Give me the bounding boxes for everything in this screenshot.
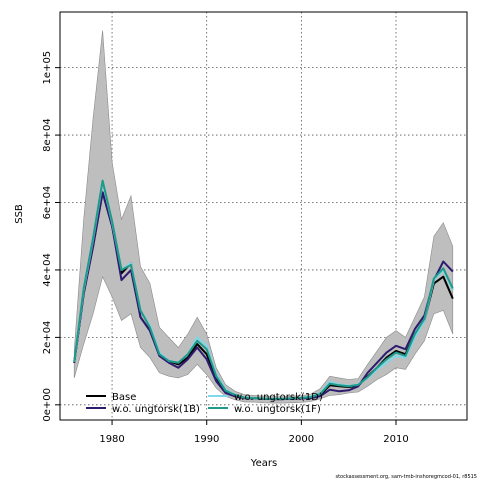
x-tick-label: 2010 [383, 434, 408, 445]
y-tick-label: 4e+04 [42, 253, 53, 287]
x-tick-label: 2000 [289, 434, 314, 445]
legend-label: w.o. ungtorsk(1F) [234, 404, 321, 415]
x-axis-label: Years [250, 458, 277, 469]
grid-lines [60, 12, 467, 420]
x-axis-ticks: 1980 1990 2000 2010 [99, 420, 409, 445]
footer-caption: stockassessment.org, sam-tmb-inshoregmco… [335, 474, 477, 480]
series-line [73, 179, 454, 400]
legend-label: Base [112, 392, 136, 403]
y-axis-label: SSB [14, 204, 25, 224]
x-tick-label: 1990 [194, 434, 219, 445]
y-tick-label: 1e+05 [42, 51, 53, 85]
y-tick-label: 0e+00 [42, 388, 53, 422]
series-lines [73, 179, 454, 401]
y-tick-label: 2e+04 [42, 321, 53, 355]
x-tick-label: 1980 [99, 434, 124, 445]
legend-label: w.o. ungtorsk(1D) [234, 392, 323, 403]
plot-frame [59, 11, 468, 421]
y-axis-ticks: 0e+00 2e+04 4e+04 6e+04 8e+04 1e+05 [42, 51, 60, 422]
legend-label: w.o. ungtorsk(1B) [112, 404, 200, 415]
confidence-band [73, 30, 454, 404]
y-tick-label: 6e+04 [42, 186, 53, 220]
y-tick-label: 8e+04 [42, 118, 53, 152]
